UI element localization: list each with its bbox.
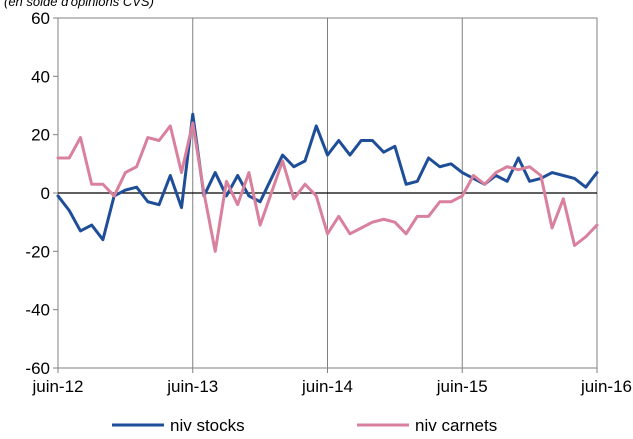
y-tick-label: -20 (25, 242, 50, 261)
legend-label-niv-stocks: niv stocks (170, 416, 245, 435)
legend-label-niv-carnets: niv carnets (415, 416, 497, 435)
y-axis: -60 -40 -20 0 20 40 60 (25, 9, 58, 378)
x-tick-label: juin-13 (166, 377, 218, 396)
x-tick-label: juin-16 (580, 377, 632, 396)
x-tick-label: juin-15 (436, 377, 488, 396)
series-layer (56, 112, 599, 253)
y-tick-label: 0 (41, 184, 50, 203)
x-tick-label: juin-12 (31, 377, 83, 396)
y-tick-label: -60 (25, 359, 50, 378)
y-tick-label: -40 (25, 301, 50, 320)
legend: niv stocks niv carnets (112, 416, 497, 435)
x-tick-label: juin-14 (301, 377, 353, 396)
series-line-niv-carnets (56, 121, 599, 253)
y-tick-label: 40 (31, 67, 50, 86)
x-axis: juin-12 juin-13 juin-14 juin-15 juin-16 (31, 368, 632, 396)
series-line-niv-stocks (56, 112, 599, 242)
y-tick-label: 60 (31, 9, 50, 28)
y-tick-label: 20 (31, 126, 50, 145)
chart-subtitle: (en solde d'opinions CVS) (4, 0, 154, 9)
